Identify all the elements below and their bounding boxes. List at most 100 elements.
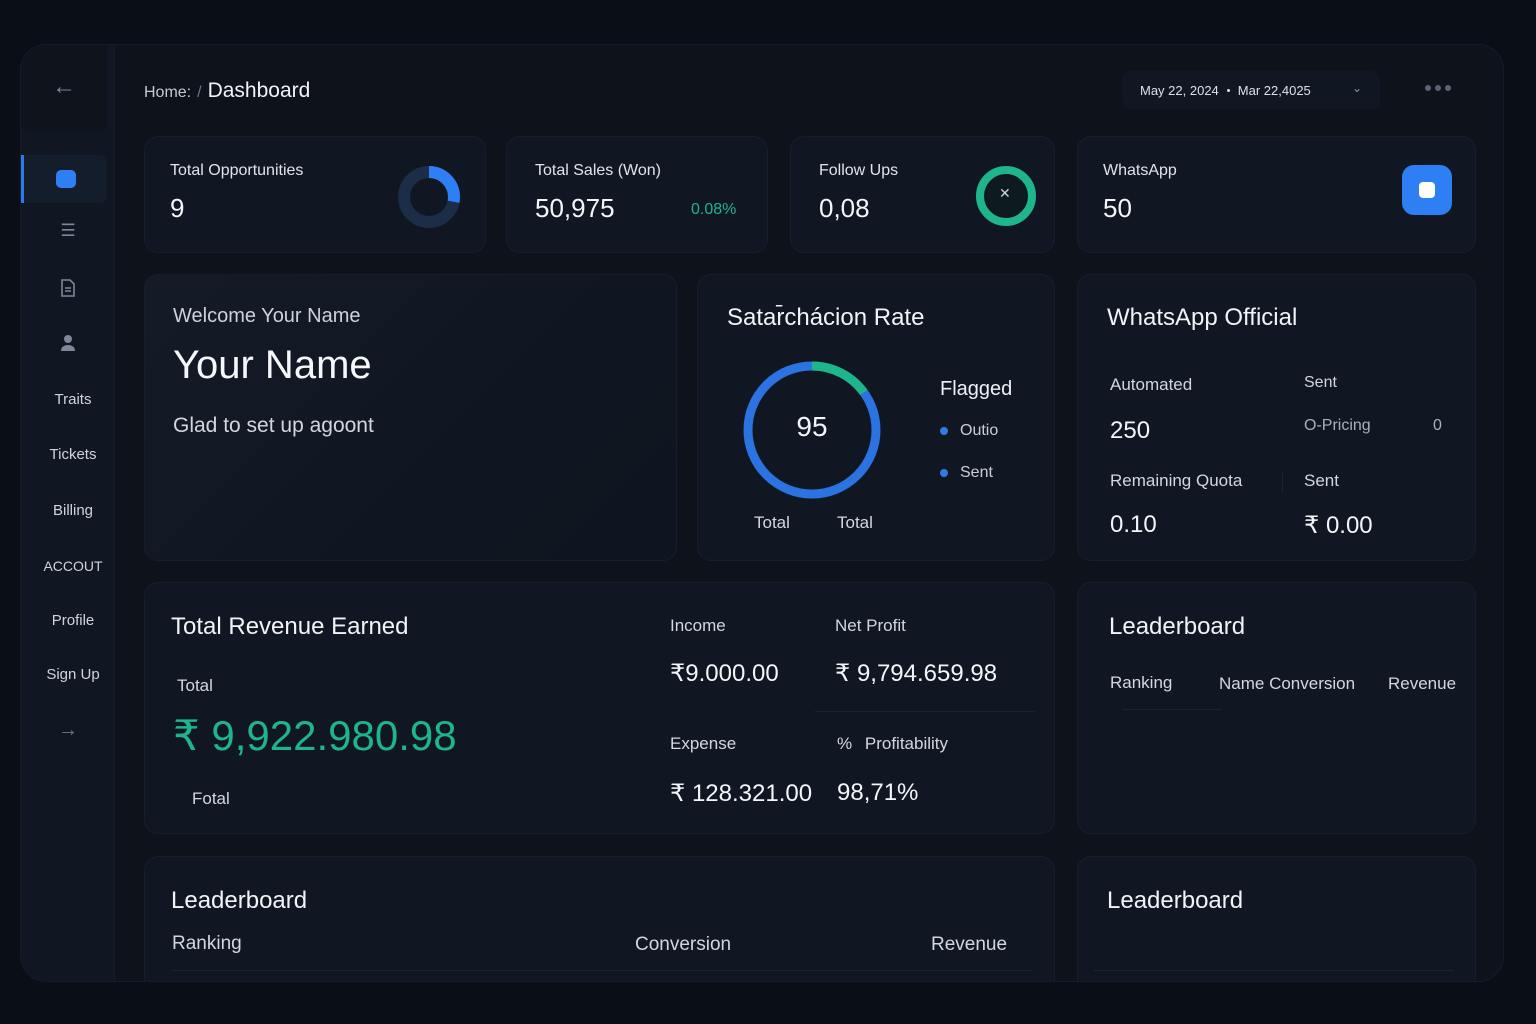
chevron-down-icon: ⌄ [1351, 81, 1362, 95]
sent-label: Sent [1304, 374, 1337, 391]
column-header-name-conversion[interactable]: Name Conversion [1219, 674, 1356, 693]
user-icon [61, 335, 75, 351]
arrow-right-icon: → [58, 719, 78, 741]
satisfaction-value: 95 [796, 411, 828, 442]
satisfaction-title: Satar̄chácion Rate [727, 304, 925, 331]
revenue-total-label: Total [177, 676, 213, 695]
leaderboard-card-right: Leaderboard Ranking Name Conversion Reve… [1077, 582, 1476, 834]
percent-icon: % [837, 734, 853, 753]
stat-label: WhatsApp [1103, 162, 1177, 179]
whatsapp-button[interactable] [1402, 165, 1452, 215]
divider [171, 970, 1031, 971]
revenue-footer-label: Fotal [192, 789, 230, 808]
sidebar-item-menu[interactable]: ☰ [21, 221, 115, 241]
income-label: Income [670, 616, 726, 635]
sidebar: ← ☰ Traits Tickets Billing ACCOUT Profil… [21, 45, 115, 981]
breadcrumb-separator: / [197, 84, 202, 101]
stat-value: 50,975 [535, 193, 615, 223]
column-header-ranking[interactable]: Ranking [1110, 673, 1173, 692]
document-icon [61, 279, 75, 297]
sidebar-item-tickets[interactable]: Tickets [49, 446, 97, 463]
satisfaction-card: Satar̄chácion Rate 95 Flagged Outio Sent… [697, 274, 1055, 561]
quota-value: 0.10 [1110, 511, 1157, 538]
sent2-label: Sent [1304, 471, 1339, 490]
stat-value: 0,08 [819, 193, 870, 223]
date-start: May 22, 2024 [1140, 82, 1219, 98]
welcome-card: Welcome Your Name Your Name Glad to set … [144, 274, 677, 561]
page-title: Dashboard [207, 79, 311, 102]
leaderboard-title: Leaderboard [1107, 887, 1244, 914]
sidebar-item-documents[interactable] [21, 279, 115, 297]
leaderboard-title: Leaderboard [171, 887, 308, 914]
leaderboard-card-bottom-right: Leaderboard [1077, 856, 1476, 981]
divider [815, 711, 1035, 712]
expense-value: ₹ 128.321.00 [670, 780, 813, 807]
net-profit-value: ₹ 9,794.659.98 [835, 660, 998, 687]
leaderboard-card-bottom: Leaderboard Ranking Conversion Revenue [144, 856, 1055, 981]
sent2-value: ₹ 0.00 [1304, 512, 1373, 539]
followups-ring-chart [976, 166, 1036, 226]
divider [1094, 970, 1454, 971]
date-separator-dot [1226, 88, 1230, 92]
date-end: Mar 22,4025 [1237, 82, 1311, 98]
profitability-value: 98,71% [837, 779, 919, 806]
sidebar-item-user[interactable] [21, 334, 115, 352]
legend-title: Flagged [940, 378, 1013, 400]
legend-dot [940, 469, 948, 477]
sidebar-item-dashboard[interactable] [21, 155, 107, 203]
revenue-total-value: ₹ 9,922.980.98 [173, 712, 457, 759]
welcome-name: Your Name [173, 343, 372, 387]
stat-label: Total Sales (Won) [535, 162, 661, 179]
sidebar-item-profile[interactable]: Profile [51, 612, 95, 629]
revenue-card: Total Revenue Earned Total ₹ 9,922.980.9… [144, 582, 1055, 834]
column-header-revenue[interactable]: Revenue [1388, 674, 1457, 693]
divider [1122, 709, 1222, 710]
automated-value: 250 [1110, 417, 1151, 444]
satisfaction-ring-accent [743, 361, 881, 499]
stat-card-followups: Follow Ups 0,08 ✕ [790, 136, 1055, 253]
column-header-ranking[interactable]: Ranking [172, 933, 242, 954]
sidebar-item-account[interactable]: ACCOUT [43, 558, 103, 574]
whatsapp-official-card: WhatsApp Official Automated Sent 250 O-P… [1077, 274, 1476, 561]
sidebar-expand-button[interactable]: → [21, 719, 115, 742]
pricing-label: O-Pricing [1304, 417, 1371, 434]
welcome-message: Glad to set up agoont [173, 414, 374, 437]
breadcrumb-home[interactable]: Home: [144, 84, 192, 101]
satisfaction-ring-chart [743, 361, 881, 499]
legend-item: Sent [940, 464, 993, 482]
income-value: ₹9.000.00 [670, 660, 779, 687]
profitability-label-group: % Profitability [837, 734, 948, 754]
more-icon[interactable] [1425, 85, 1451, 91]
stat-card-opportunities: Total Opportunities 9 [144, 136, 486, 253]
stat-label: Total Opportunities [170, 162, 304, 179]
opportunities-ring-chart [398, 166, 460, 228]
expense-label: Expense [670, 734, 737, 753]
stat-card-sales: Total Sales (Won) 50,975 0.08% [506, 136, 768, 253]
column-header-conversion[interactable]: Conversion [635, 934, 732, 955]
column-header-revenue[interactable]: Revenue [931, 934, 1008, 955]
sidebar-item-sign-up[interactable]: Sign Up [46, 666, 100, 683]
breadcrumb: Home: / Dashboard [144, 79, 310, 103]
sidebar-item-traits[interactable]: Traits [54, 391, 92, 408]
whatsapp-icon [1419, 182, 1435, 198]
net-profit-label: Net Profit [835, 616, 906, 635]
menu-icon: ☰ [60, 221, 76, 240]
date-range-picker[interactable]: May 22, 2024 Mar 22,4025 ⌄ [1122, 71, 1380, 109]
legend-item: Outio [940, 422, 998, 440]
leaderboard-title: Leaderboard [1109, 613, 1246, 640]
divider [1282, 471, 1283, 493]
profitability-label: Profitability [864, 734, 948, 753]
sidebar-item-billing[interactable]: Billing [52, 502, 94, 519]
back-button[interactable]: ← [21, 45, 107, 129]
stat-value: 9 [170, 193, 185, 223]
welcome-greeting: Welcome Your Name [173, 305, 361, 327]
stat-card-whatsapp: WhatsApp 50 [1077, 136, 1476, 253]
stat-value: 50 [1103, 193, 1132, 223]
dashboard-icon [55, 170, 76, 188]
arrow-left-icon: ← [52, 73, 76, 100]
close-icon[interactable]: ✕ [999, 185, 1011, 201]
app-window: ← ☰ Traits Tickets Billing ACCOUT Profil… [20, 44, 1504, 982]
stat-label: Follow Ups [819, 162, 899, 179]
quota-label: Remaining Quota [1110, 471, 1243, 490]
automated-label: Automated [1110, 375, 1193, 394]
